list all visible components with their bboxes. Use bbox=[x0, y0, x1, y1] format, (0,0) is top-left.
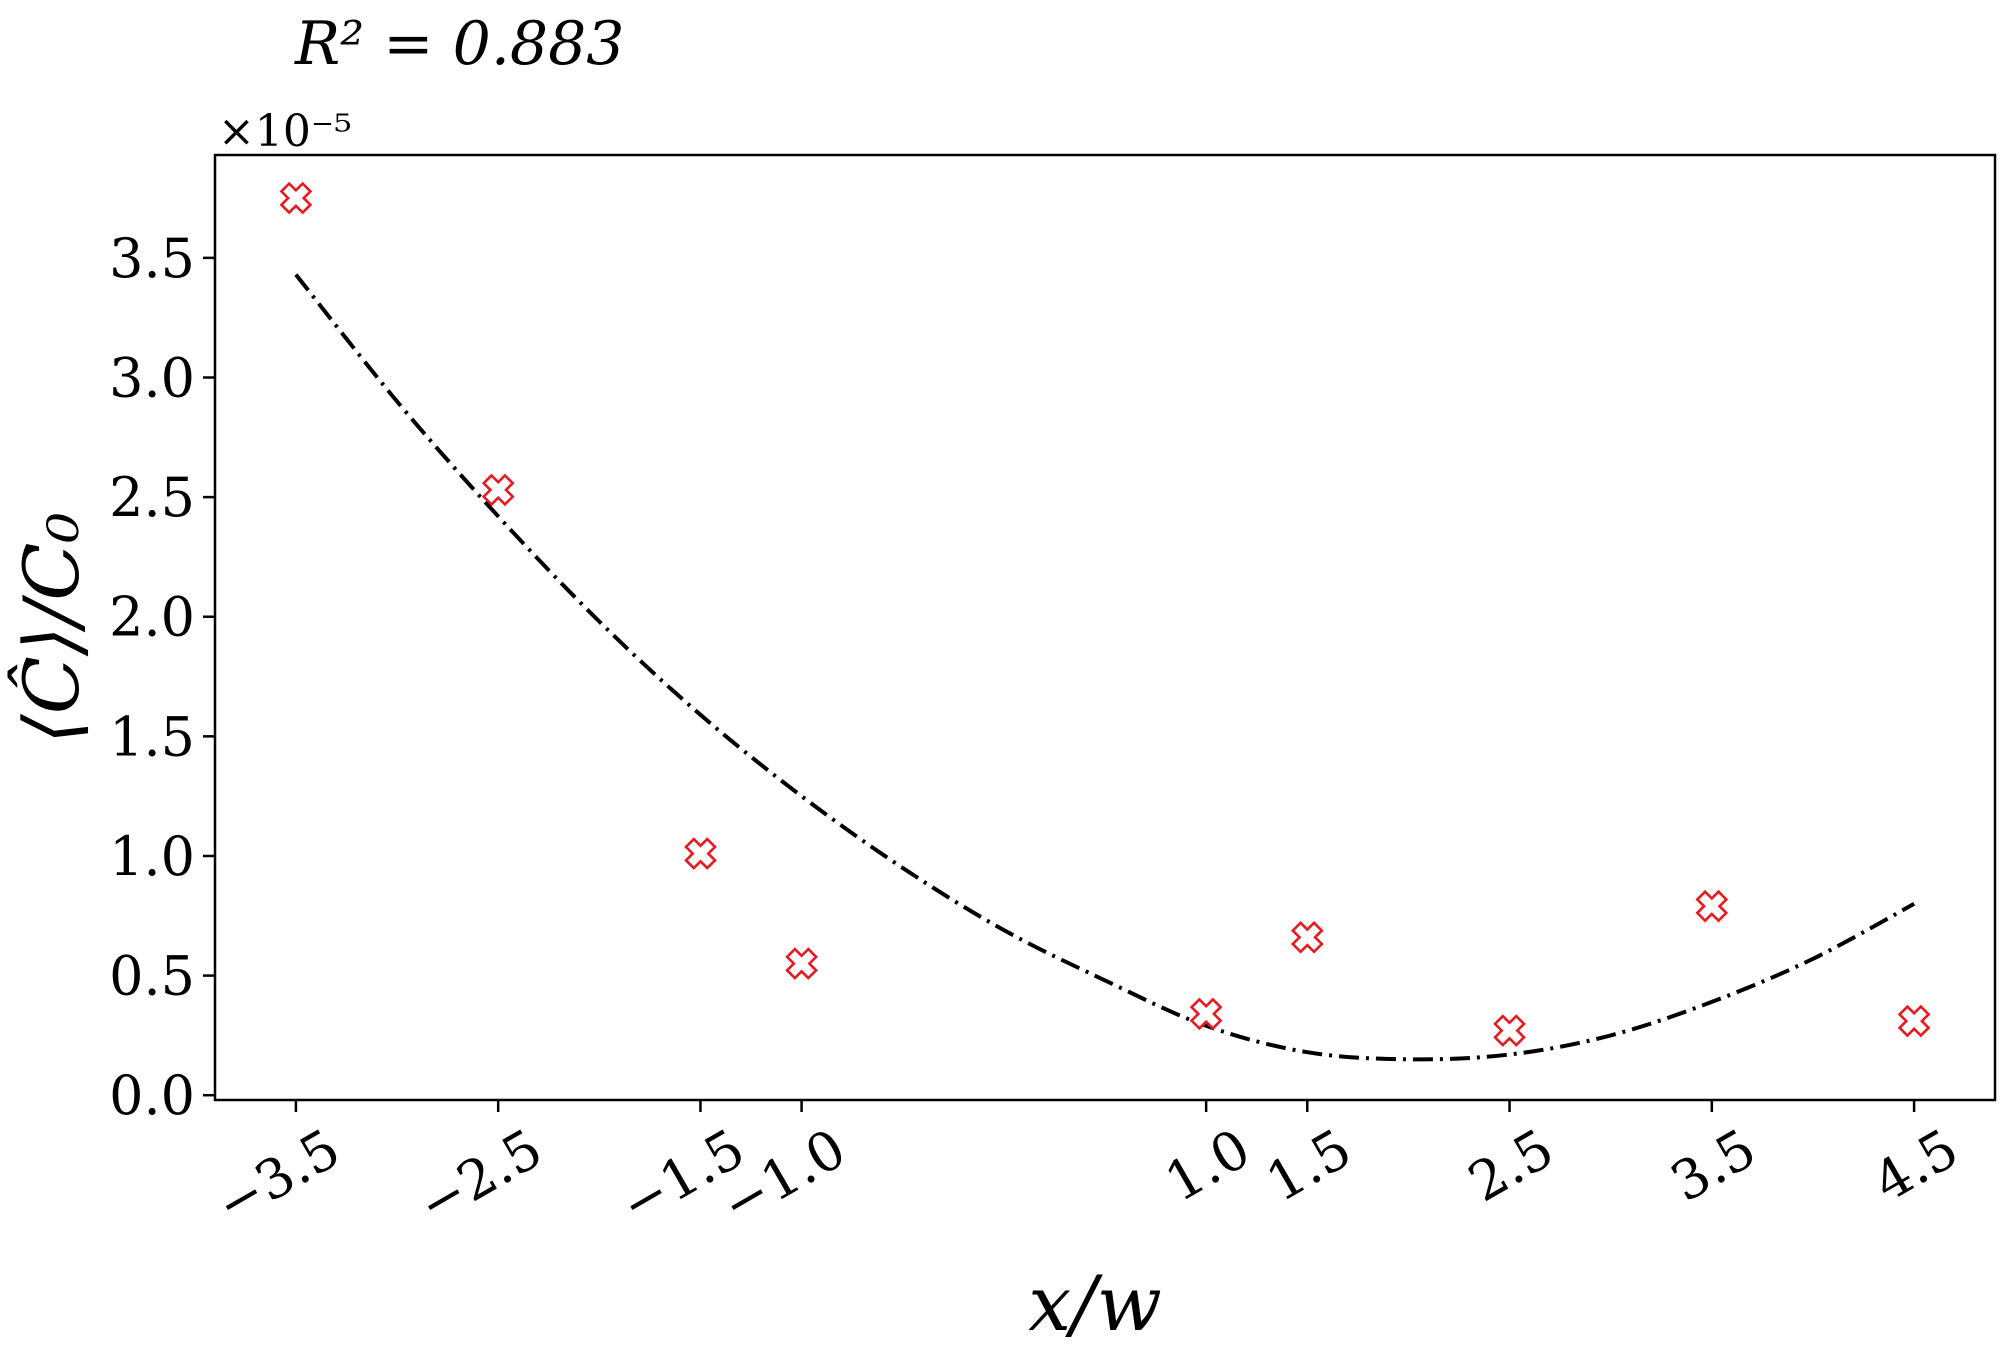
y-tick-label: 1.5 bbox=[109, 705, 195, 768]
y-tick-label: 2.0 bbox=[109, 586, 195, 649]
y-tick-label: 3.5 bbox=[109, 227, 195, 290]
y-tick-label: 0.0 bbox=[109, 1064, 195, 1127]
y-axis-label: ⟨Ĉ⟩/C₀ bbox=[7, 512, 96, 744]
data-point bbox=[1897, 1004, 1931, 1038]
data-points-layer bbox=[279, 181, 1931, 1047]
data-point bbox=[684, 837, 717, 870]
x-axis-ticks: −3.5 −2.5 −1.5−1.0 1.01.5 2.5 3.5 4.5 bbox=[205, 1100, 1969, 1237]
fit-curve bbox=[294, 273, 1916, 1062]
x-tick-label: −2.5 bbox=[408, 1117, 553, 1237]
x-tick-label: −3.5 bbox=[205, 1117, 350, 1237]
y-axis-ticks: 0.0 0.5 1.0 1.5 2.0 2.5 3.0 3.5 bbox=[109, 227, 215, 1127]
plot-area-frame bbox=[213, 153, 1997, 1102]
y-tick-label: 3.0 bbox=[109, 346, 195, 409]
y-multiplier-label: ×10⁻⁵ bbox=[218, 106, 352, 157]
data-point bbox=[1189, 997, 1223, 1031]
x-tick-label: 1.0 bbox=[1155, 1117, 1261, 1215]
data-point bbox=[1695, 889, 1729, 923]
y-tick-label: 1.0 bbox=[109, 825, 195, 888]
x-tick-label: 3.5 bbox=[1660, 1117, 1766, 1215]
x-axis-label: x/w bbox=[1028, 1259, 1162, 1348]
data-point bbox=[1290, 920, 1324, 954]
x-tick-label: 4.5 bbox=[1863, 1117, 1969, 1215]
chart-title: R² = 0.883 bbox=[294, 9, 624, 79]
data-point bbox=[481, 473, 515, 507]
data-point bbox=[279, 181, 313, 215]
y-tick-label: 2.5 bbox=[109, 466, 195, 529]
x-tick-label: 2.5 bbox=[1458, 1117, 1564, 1215]
y-tick-label: 0.5 bbox=[109, 945, 195, 1008]
data-point bbox=[1493, 1014, 1526, 1047]
x-tick-label: 1.5 bbox=[1256, 1117, 1362, 1215]
fit-curve-layer bbox=[294, 273, 1916, 1062]
data-point bbox=[785, 947, 818, 980]
